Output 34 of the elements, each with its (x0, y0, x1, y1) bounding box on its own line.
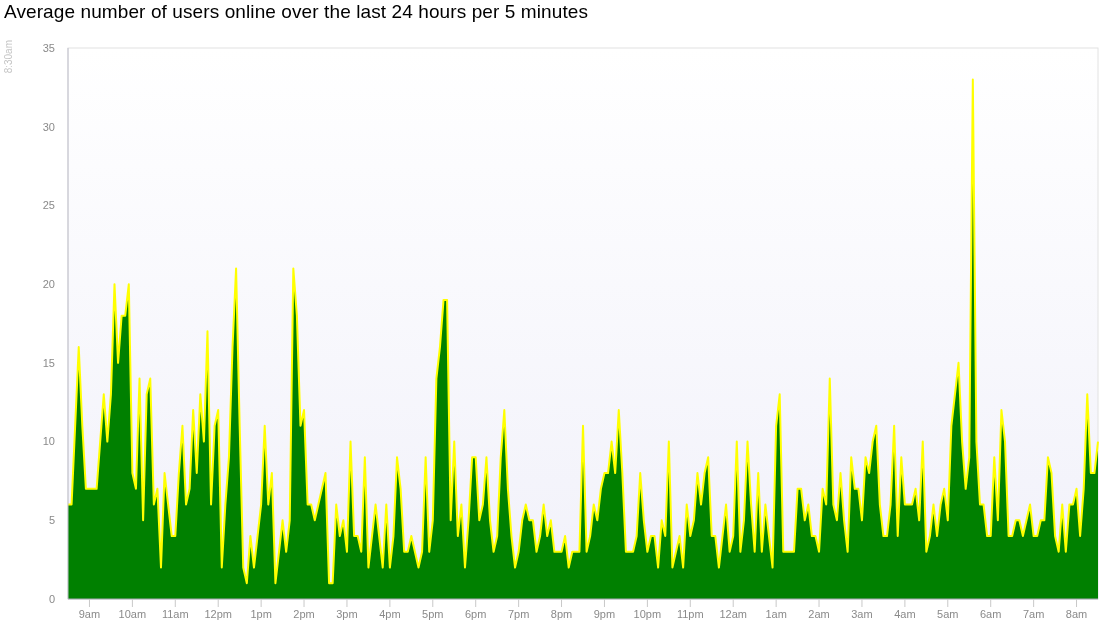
x-tick-label: 2pm (293, 607, 315, 620)
x-tick-label: 8pm (550, 607, 573, 620)
y-tick-label: 0 (48, 592, 55, 605)
x-tick-label: 5pm (422, 607, 444, 620)
x-tick-label: 12am (719, 607, 747, 620)
x-tick-label: 1pm (250, 607, 272, 620)
y-tick-label: 15 (42, 356, 55, 369)
x-tick-label: 4am (894, 607, 916, 620)
x-tick-label: 7am (1022, 607, 1045, 620)
y-tick-label: 25 (42, 199, 55, 212)
x-tick-label: 6am (980, 607, 1002, 620)
x-tick-label: 3pm (336, 607, 358, 620)
x-tick-label: 1am (765, 607, 787, 620)
x-tick-label: 5am (937, 607, 959, 620)
y-tick-label: 30 (42, 120, 55, 133)
x-tick-label: 3am (851, 607, 873, 620)
y-tick-label: 35 (42, 41, 55, 54)
x-tick-label: 10am (118, 607, 147, 620)
y-tick-label: 20 (42, 278, 55, 291)
chart-title: Average number of users online over the last 24 hours per 5 minutes (4, 1, 589, 23)
x-tick-label: 10pm (633, 607, 662, 620)
x-tick-label: 11am (161, 607, 189, 620)
x-tick-label: 4pm (379, 607, 401, 620)
x-tick-label: 6pm (465, 607, 487, 620)
x-tick-label: 9pm (593, 607, 616, 620)
x-tick-label: 11pm (676, 607, 704, 620)
x-tick-label: 12pm (204, 607, 232, 620)
text: 8:30am (3, 40, 14, 74)
x-tick-label: 2am (808, 607, 830, 620)
x-tick-label: 8am (1065, 607, 1088, 620)
y-tick-label: 10 (42, 435, 55, 448)
x-tick-label: 7pm (507, 607, 530, 620)
y-tick-label: 5 (48, 514, 55, 527)
x-tick-label: 9am (78, 607, 101, 620)
